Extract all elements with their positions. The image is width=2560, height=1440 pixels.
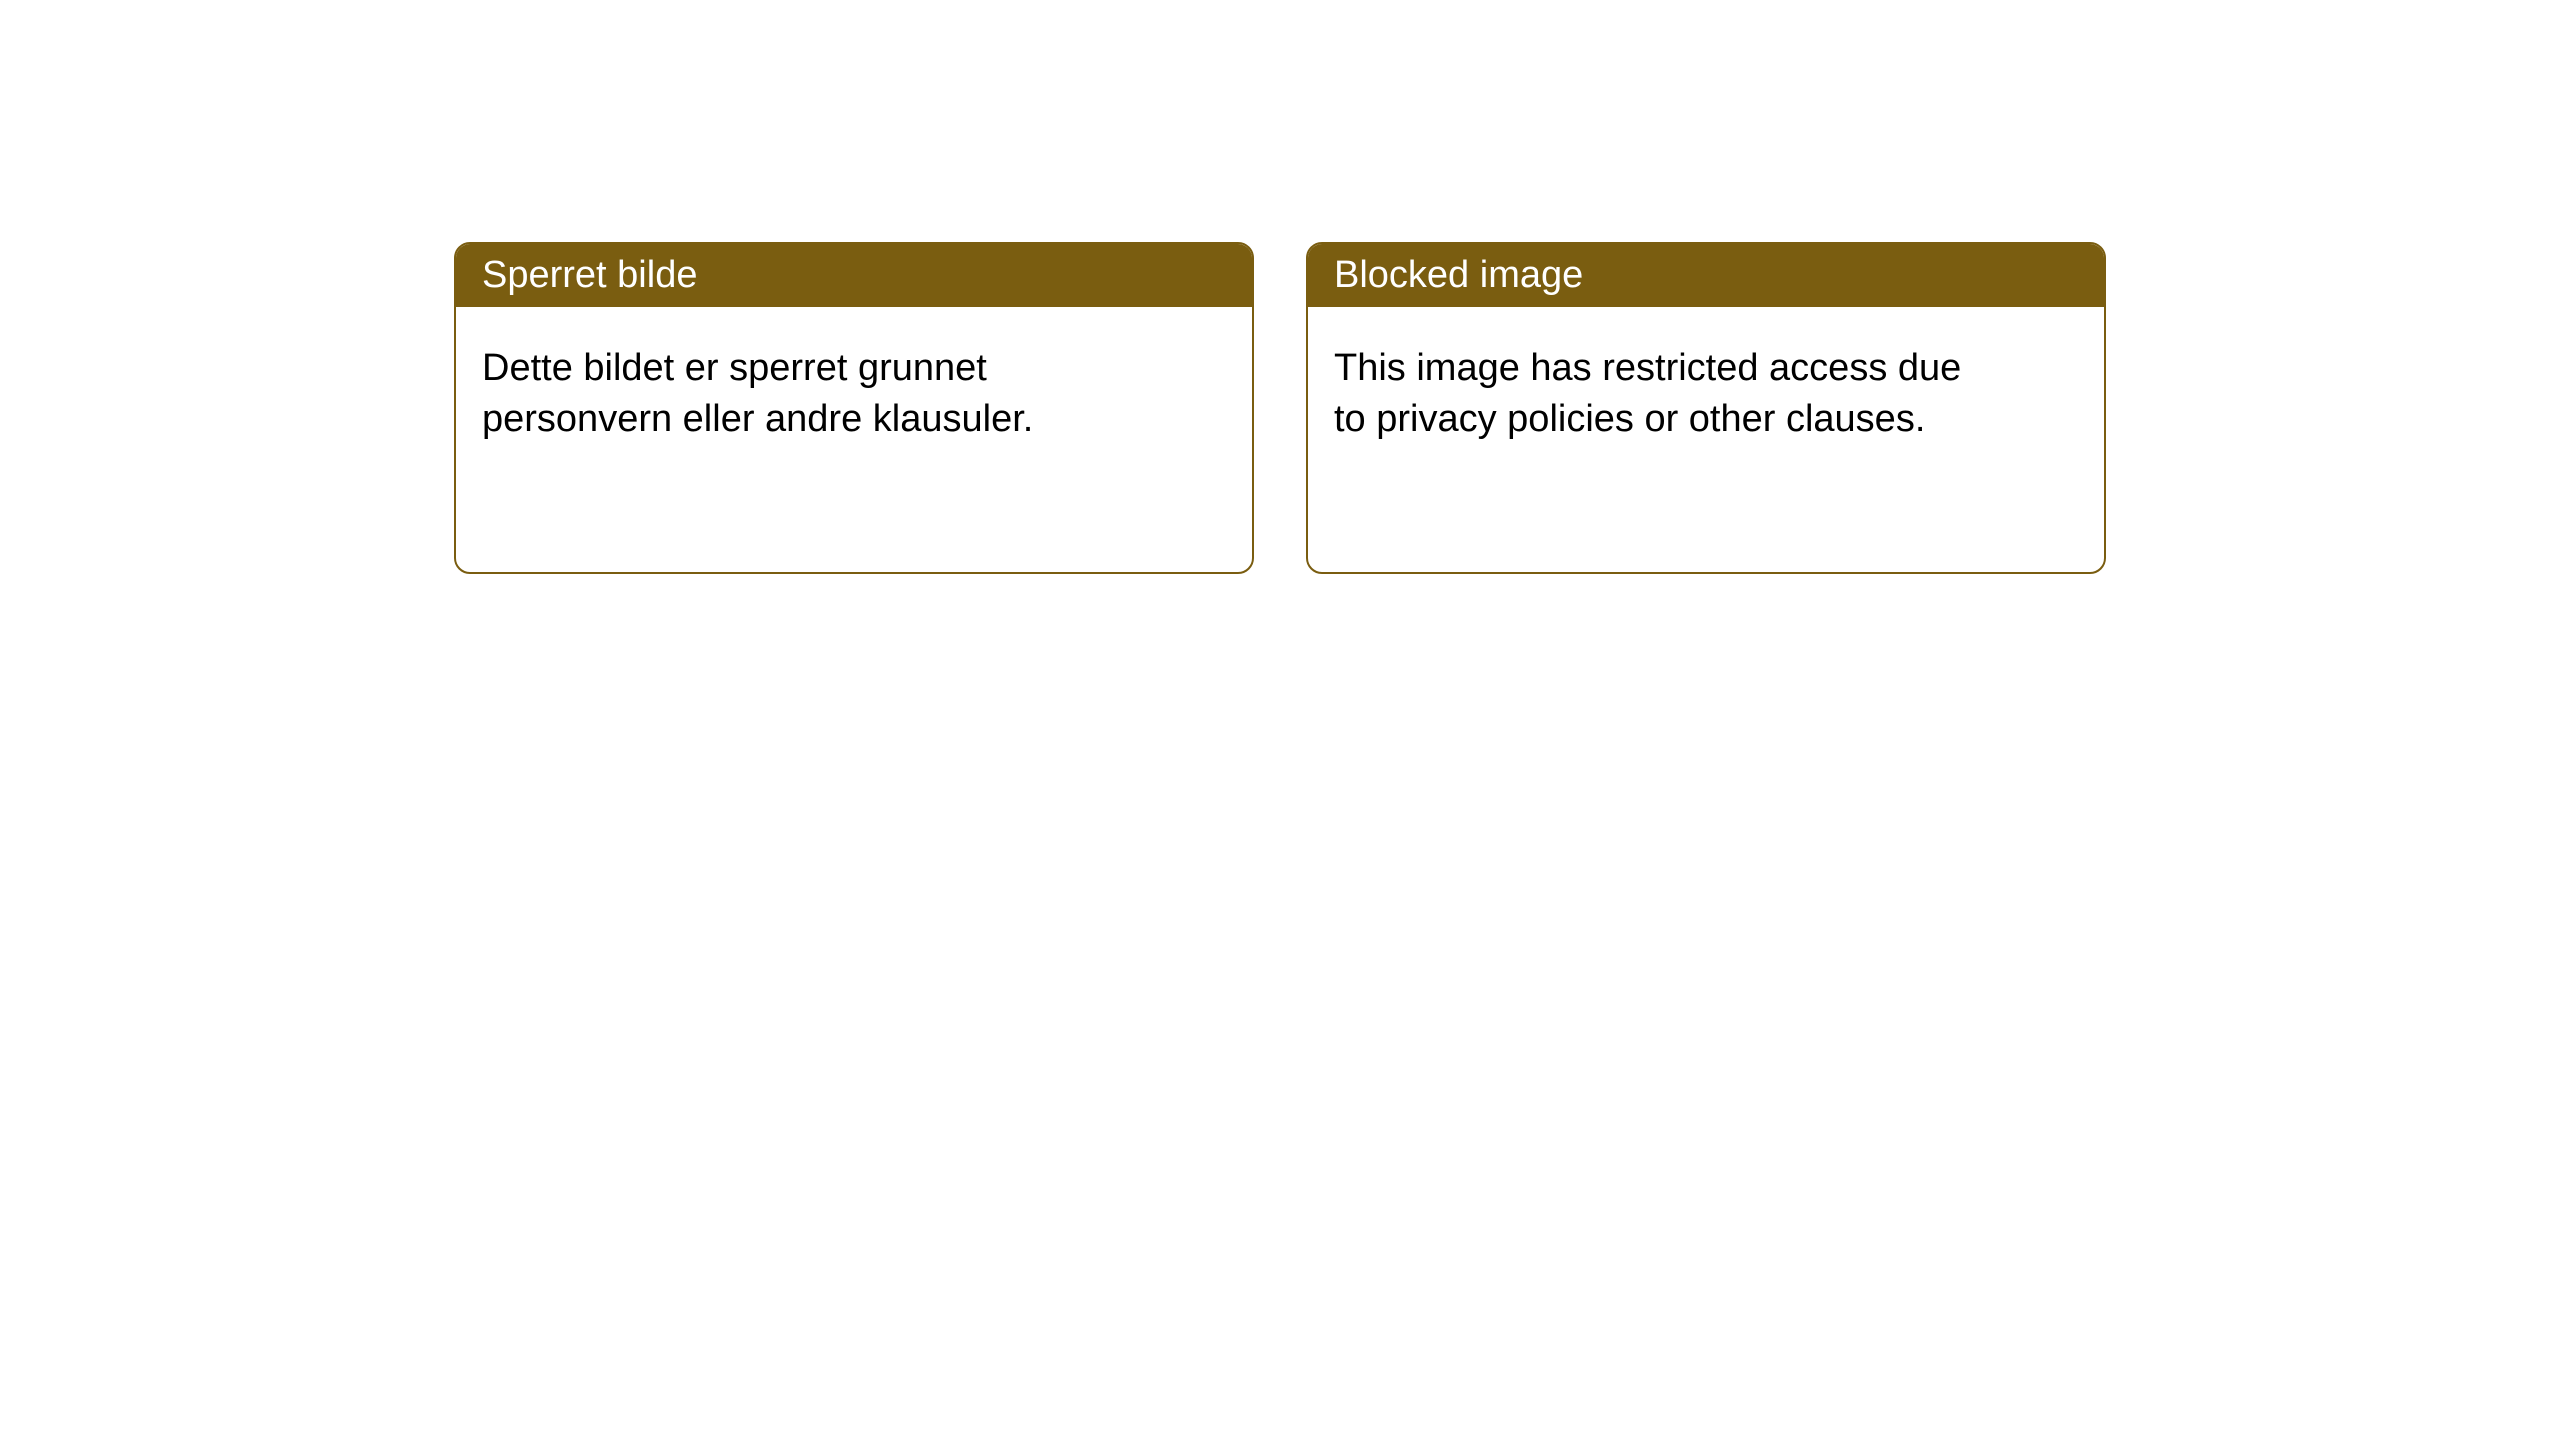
card-body-en: This image has restricted access due to … (1308, 307, 2028, 482)
card-header-no: Sperret bilde (456, 244, 1252, 307)
card-body-text-en: This image has restricted access due to … (1334, 347, 1961, 440)
blocked-image-card-no: Sperret bilde Dette bildet er sperret gr… (454, 242, 1254, 574)
card-title-no: Sperret bilde (482, 254, 697, 296)
card-title-en: Blocked image (1334, 254, 1583, 296)
blocked-image-card-en: Blocked image This image has restricted … (1306, 242, 2106, 574)
card-body-no: Dette bildet er sperret grunnet personve… (456, 307, 1176, 482)
card-body-text-no: Dette bildet er sperret grunnet personve… (482, 347, 1033, 440)
card-header-en: Blocked image (1308, 244, 2104, 307)
notice-cards-container: Sperret bilde Dette bildet er sperret gr… (0, 0, 2560, 574)
